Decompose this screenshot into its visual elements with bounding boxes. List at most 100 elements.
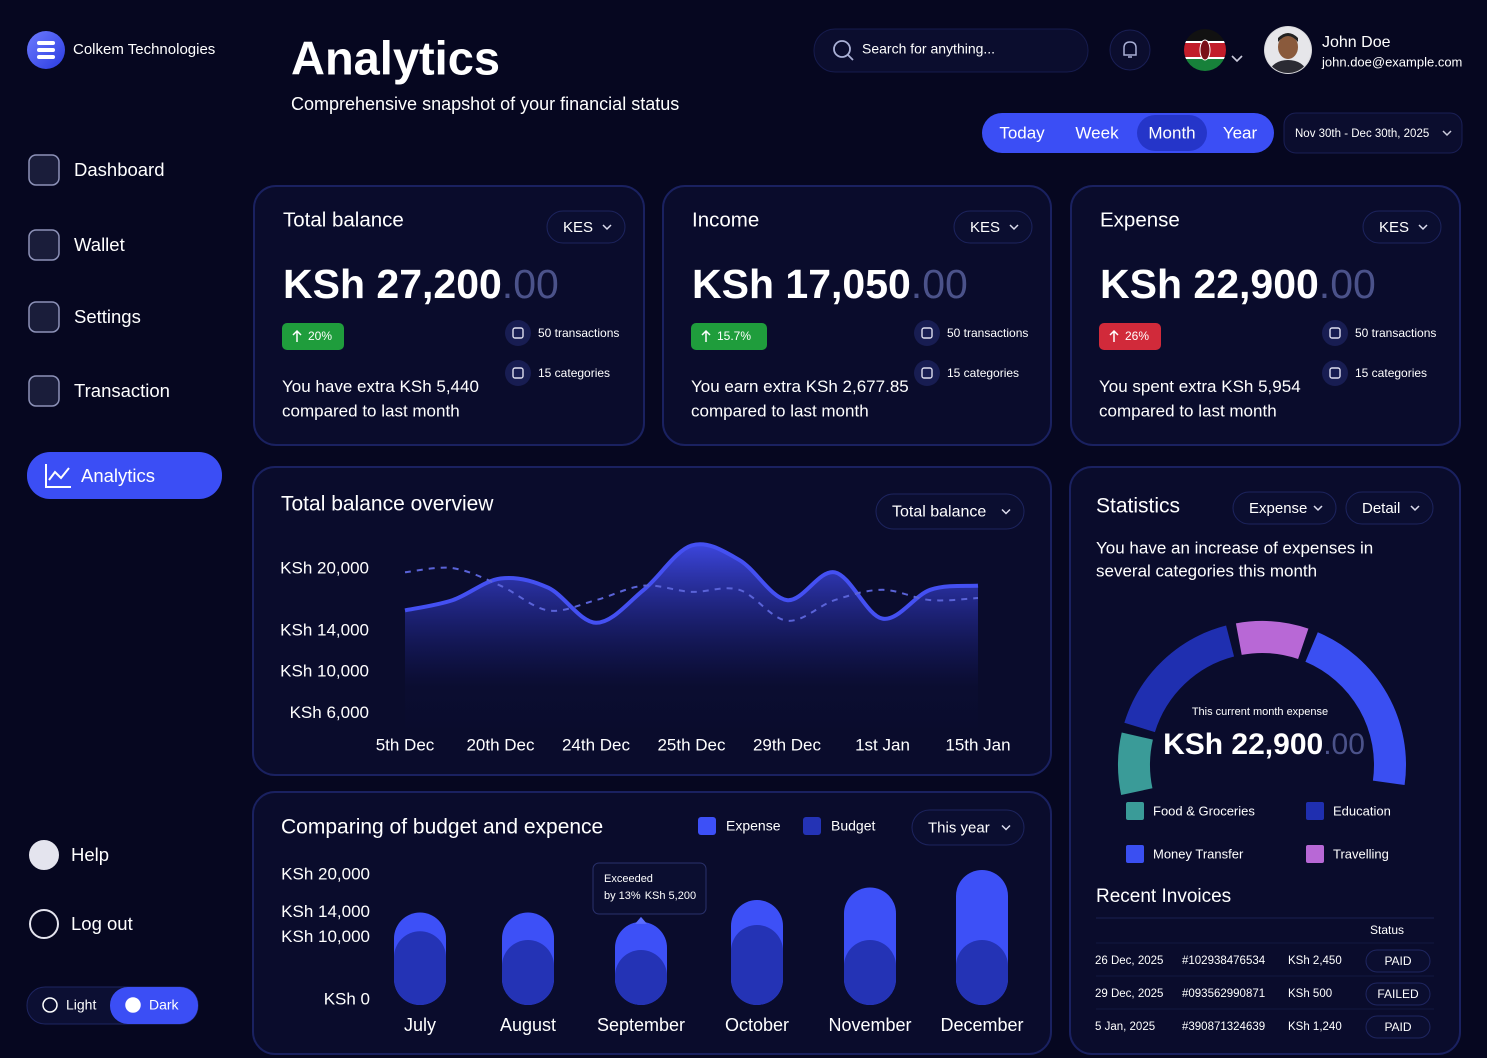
change-value: 15.7% <box>717 329 751 343</box>
dropdown[interactable] <box>953 210 1033 244</box>
y-tick-label: KSh 6,000 <box>290 703 369 722</box>
note-text: You spent extra <box>1099 377 1221 396</box>
gauge-label: This current month expense <box>1192 706 1328 718</box>
stat-icon <box>914 320 940 346</box>
card-title: Income <box>692 208 759 231</box>
card-note: compared to last month <box>1099 401 1277 420</box>
nav-icon <box>28 229 60 261</box>
invoice-amount: KSh 500 <box>1288 988 1332 1000</box>
dropdown-label: KES <box>1379 219 1409 236</box>
avatar <box>1265 27 1311 73</box>
flag[interactable] <box>1183 28 1227 72</box>
period-active <box>1137 115 1207 151</box>
nav-icon <box>29 840 59 870</box>
gauge-segment <box>1235 621 1309 660</box>
chevron <box>1231 55 1243 63</box>
invoice-id: #102938476534 <box>1182 955 1266 967</box>
bell-icon <box>1123 41 1137 58</box>
note-text: You have extra <box>282 377 400 396</box>
user-name: John Doe <box>1322 34 1391 51</box>
invoice-date: 26 Dec, 2025 <box>1095 955 1163 967</box>
legend-swatch <box>1306 845 1324 863</box>
bar <box>844 940 896 1005</box>
theme-icon <box>42 997 58 1013</box>
dropdown[interactable] <box>1345 491 1434 525</box>
arrow-icon <box>292 329 302 342</box>
legend-swatch <box>1306 802 1324 820</box>
nav-icon <box>28 301 60 333</box>
x-tick-label: 29th Dec <box>753 735 822 754</box>
nav-item[interactable]: Dashboard <box>74 159 165 180</box>
x-tick-label: 15th Jan <box>945 735 1010 754</box>
search-box[interactable] <box>813 28 1089 73</box>
note-amount: KSh 5,440 <box>400 377 479 396</box>
period-tab[interactable]: Month <box>1148 123 1195 142</box>
bar <box>394 931 446 1005</box>
card-amount: KSh 22,900.00 <box>1100 261 1376 307</box>
stat-icon-glyph <box>512 367 524 379</box>
arrow-icon <box>701 329 711 342</box>
theme-option[interactable]: Dark <box>149 997 180 1013</box>
change-value: 20% <box>308 329 332 343</box>
nav-item[interactable]: Analytics <box>81 465 155 486</box>
summary-card <box>662 185 1052 446</box>
date-range-box[interactable] <box>1283 112 1463 154</box>
tooltip <box>592 862 707 915</box>
logo-stripe <box>37 48 55 52</box>
legend-swatch <box>698 817 716 835</box>
x-tick-label: September <box>597 1015 685 1035</box>
amount-main: KSh 22,900 <box>1163 728 1323 761</box>
nav-item[interactable]: Log out <box>71 913 133 934</box>
dropdown[interactable] <box>1232 491 1337 525</box>
legend-label: Education <box>1333 803 1391 818</box>
page-subtitle: Comprehensive snapshot of your financial… <box>291 94 679 114</box>
page-title: Analytics <box>291 31 500 84</box>
invoice-id: #093562990871 <box>1182 988 1265 1000</box>
bar <box>731 925 783 1005</box>
stat-icon-glyph <box>1329 327 1341 339</box>
nav-item[interactable]: Wallet <box>74 234 125 255</box>
card-title: Total balance <box>283 208 404 231</box>
theme-option[interactable]: Light <box>66 997 96 1013</box>
column-header: Status <box>1370 923 1404 937</box>
status-badge <box>1365 1015 1431 1039</box>
dropdown[interactable] <box>1362 210 1442 244</box>
date-range: Nov 30th - Dec 30th, 2025 <box>1295 128 1429 140</box>
chevron <box>1001 824 1011 831</box>
user-email: john.doe@example.com <box>1321 54 1462 69</box>
tooltip-pointer <box>635 916 647 924</box>
y-tick-label: KSh 10,000 <box>281 927 370 946</box>
y-tick-label: KSh 20,000 <box>280 559 369 578</box>
dropdown[interactable] <box>875 493 1025 530</box>
legend-swatch <box>803 817 821 835</box>
y-tick-label: KSh 20,000 <box>281 864 370 883</box>
nav-item[interactable]: Transaction <box>74 380 170 401</box>
nav-icon <box>29 909 59 939</box>
card-note: You spent extra KSh 5,954 <box>1099 377 1301 396</box>
nav-item[interactable]: Settings <box>74 306 141 327</box>
search-placeholder: Search for anything... <box>862 41 995 57</box>
legend-swatch <box>1126 845 1144 863</box>
period-tab[interactable]: Year <box>1223 123 1258 142</box>
x-tick-label: 20th Dec <box>466 735 535 754</box>
dropdown[interactable] <box>546 210 626 244</box>
invoice-status: PAID <box>1384 954 1411 968</box>
card-note: compared to last month <box>282 401 460 420</box>
dropdown[interactable] <box>911 809 1025 846</box>
period-tab[interactable]: Week <box>1075 123 1119 142</box>
y-tick-label: KSh 10,000 <box>280 662 369 681</box>
stat-icon <box>505 320 531 346</box>
nav-active-bg <box>27 452 222 499</box>
note-amount: KSh 5,954 <box>1221 377 1300 396</box>
dropdown-label: Detail <box>1362 500 1400 517</box>
chevron <box>1442 130 1452 137</box>
bell-button[interactable] <box>1109 29 1151 71</box>
card-amount: KSh 27,200.00 <box>283 261 559 307</box>
card-note: You have extra KSh 5,440 <box>282 377 479 396</box>
logo-stripe <box>37 55 55 59</box>
period-tab[interactable]: Today <box>999 123 1045 142</box>
stat-icon <box>1322 320 1348 346</box>
nav-icon <box>28 154 60 186</box>
nav-item[interactable]: Help <box>71 844 109 865</box>
tooltip-title: Exceeded <box>604 873 653 885</box>
